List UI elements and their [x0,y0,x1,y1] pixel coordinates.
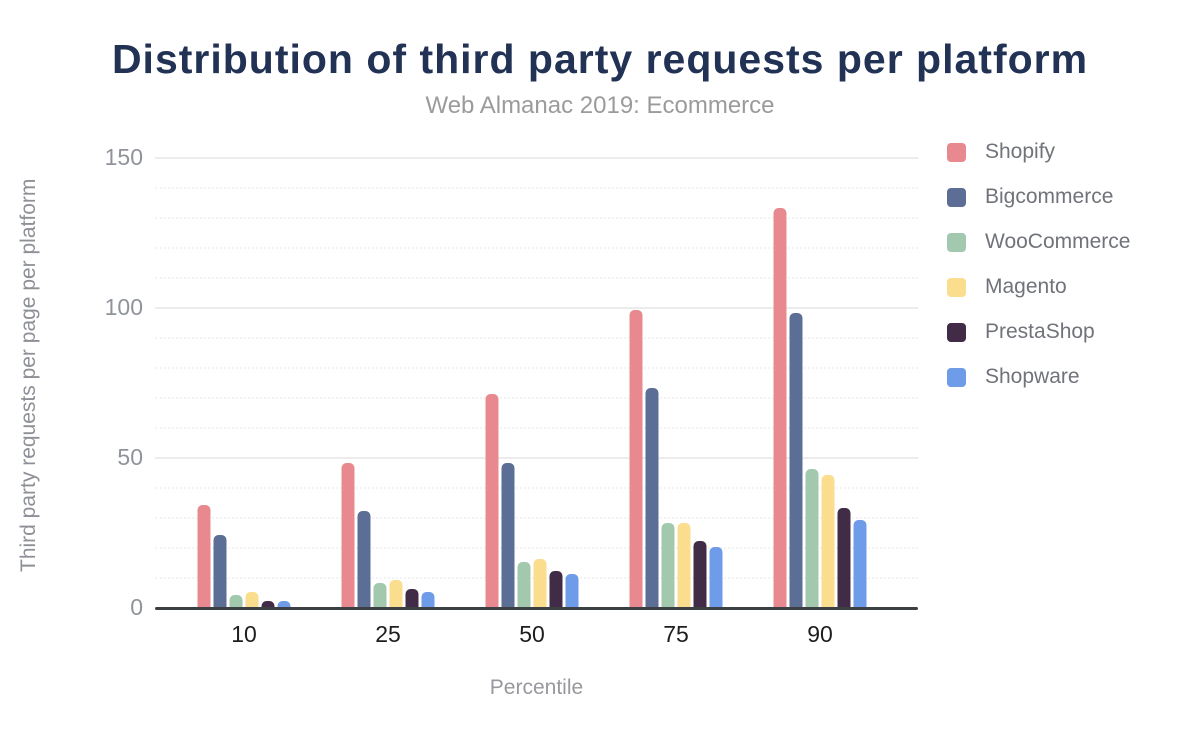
bar-magento-p90 [821,475,835,607]
bar-magento-p25 [389,580,403,607]
bar-woocommerce-p10 [229,595,243,607]
bar-shopify-p25 [341,463,355,607]
bar-group-p90 [773,208,867,607]
gridline-140 [155,187,918,189]
bar-bigcommerce-p90 [789,313,803,607]
bar-group-p75 [629,310,723,607]
gridline-100 [155,307,918,309]
bar-bigcommerce-p10 [213,535,227,607]
chart-subtitle: Web Almanac 2019: Ecommerce [425,92,775,119]
gridline-150 [155,157,918,159]
legend-swatch-prestashop [947,322,966,342]
legend-item-shopware: Shopware [947,365,1080,389]
y-tick-label-50: 50 [117,444,143,470]
legend-label-prestashop: PrestaShop [985,320,1095,343]
bar-shopware-p75 [709,547,723,607]
bar-shopify-p10 [197,505,211,607]
legend-item-shopify: Shopify [947,140,1055,164]
legend-item-prestashop: PrestaShop [947,320,1095,344]
gridline-80 [155,367,918,369]
bar-shopify-p90 [773,208,787,607]
legend-label-shopify: Shopify [985,140,1056,163]
bar-magento-p50 [533,559,547,607]
bar-prestashop-p10 [261,601,275,607]
x-tick-label-25: 25 [375,621,401,647]
bar-woocommerce-p25 [373,583,387,607]
bar-prestashop-p50 [549,571,563,607]
legend-swatch-woocommerce [947,232,966,252]
legend-item-magento: Magento [947,275,1067,299]
gridline-20 [155,547,918,549]
legend-label-shopware: Shopware [985,365,1080,388]
gridline-70 [155,397,918,399]
x-tick-label-75: 75 [663,621,689,647]
bar-shopware-p10 [277,601,291,607]
bar-woocommerce-p75 [661,523,675,607]
x-tick-label-50: 50 [519,621,545,647]
legend-item-woocommerce: WooCommerce [947,230,1130,254]
y-tick-label-0: 0 [130,594,143,620]
bar-magento-p10 [245,592,259,607]
gridline-120 [155,247,918,249]
bar-bigcommerce-p25 [357,511,371,607]
gridline-90 [155,337,918,339]
bar-shopify-p75 [629,310,643,607]
y-tick-label-150: 150 [104,144,143,170]
bar-bigcommerce-p50 [501,463,515,607]
legend-label-magento: Magento [985,275,1067,298]
bar-group-p10 [197,505,291,607]
bar-prestashop-p90 [837,508,851,607]
bar-shopware-p90 [853,520,867,607]
y-tick-label-100: 100 [104,294,143,320]
x-axis-line [155,607,918,610]
bar-shopify-p50 [485,394,499,607]
bar-group-p25 [341,463,435,607]
legend-swatch-magento [947,277,966,297]
bar-shopware-p50 [565,574,579,607]
bar-group-p50 [485,394,579,607]
chart-title: Distribution of third party requests per… [111,36,1089,82]
gridline-110 [155,277,918,279]
x-tick-label-10: 10 [231,621,257,647]
bar-prestashop-p75 [693,541,707,607]
legend-swatch-shopware [947,367,966,387]
gridline-130 [155,217,918,219]
x-axis-title: Percentile [489,676,584,699]
bar-bigcommerce-p75 [645,388,659,607]
bar-shopware-p25 [421,592,435,607]
bar-magento-p75 [677,523,691,607]
gridline-30 [155,517,918,519]
bar-woocommerce-p90 [805,469,819,607]
gridline-40 [155,487,918,489]
legend-label-bigcommerce: Bigcommerce [985,185,1114,208]
y-axis-title: Third party requests per page per platfo… [17,178,40,572]
legend-label-woocommerce: WooCommerce [985,230,1131,253]
gridline-60 [155,427,918,429]
legend-swatch-bigcommerce [947,187,966,207]
bar-woocommerce-p50 [517,562,531,607]
x-tick-label-90: 90 [807,621,833,647]
legend-item-bigcommerce: Bigcommerce [947,185,1113,209]
bar-prestashop-p25 [405,589,419,607]
gridline-50 [155,457,918,459]
legend-swatch-shopify [947,142,966,162]
